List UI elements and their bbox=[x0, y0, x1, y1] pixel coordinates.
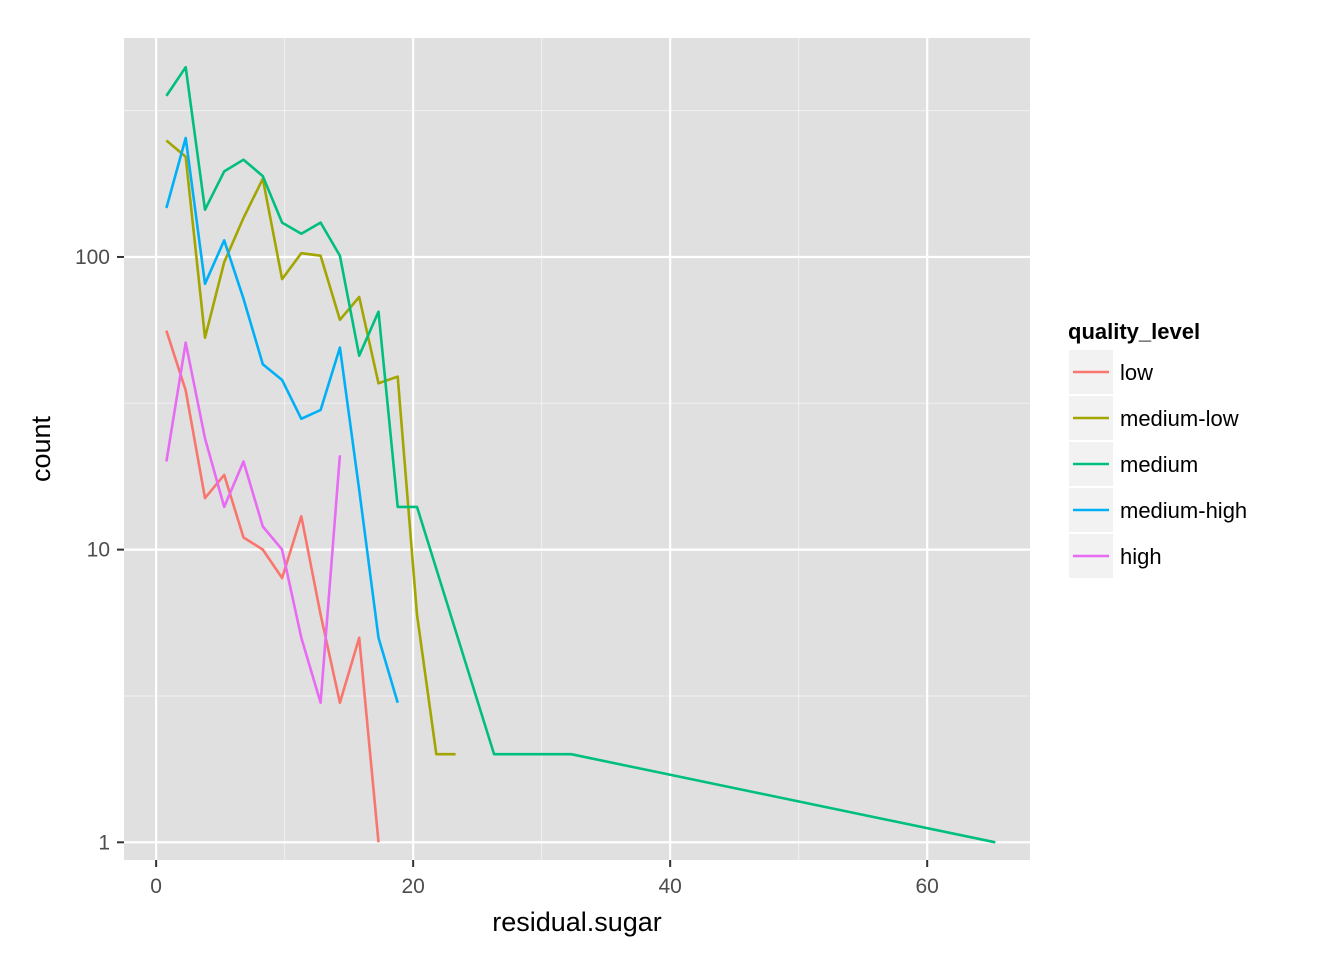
x-tick-label: 20 bbox=[401, 875, 424, 898]
series-line-high bbox=[165, 341, 342, 705]
x-axis-title: residual.sugar bbox=[492, 907, 662, 937]
x-axis: 0 20 40 60 bbox=[150, 860, 939, 898]
legend-label-medium-low: medium-low bbox=[1120, 406, 1239, 431]
y-tick-label: 100 bbox=[75, 246, 110, 269]
series-line-medium-low bbox=[165, 139, 456, 756]
minor-gridlines bbox=[124, 38, 1030, 860]
series-line-medium-high bbox=[165, 136, 399, 704]
y-tick-label: 1 bbox=[98, 831, 110, 854]
legend: quality_level low medium-low medium medium-… bbox=[1068, 319, 1247, 578]
major-gridlines bbox=[124, 38, 1030, 860]
y-tick-label: 10 bbox=[87, 539, 110, 562]
plot-panel bbox=[124, 38, 1030, 860]
legend-label-medium: medium bbox=[1120, 452, 1198, 477]
legend-label-low: low bbox=[1120, 360, 1153, 385]
legend-label-high: high bbox=[1120, 544, 1162, 569]
legend-label-medium-high: medium-high bbox=[1120, 498, 1247, 523]
y-axis: 1 10 100 bbox=[75, 246, 124, 854]
series-lines bbox=[165, 65, 996, 844]
x-tick-label: 0 bbox=[150, 875, 162, 898]
y-axis-title: count bbox=[26, 415, 56, 482]
legend-title: quality_level bbox=[1068, 319, 1200, 344]
series-line-medium bbox=[165, 65, 996, 844]
x-tick-label: 60 bbox=[916, 875, 939, 898]
x-tick-label: 40 bbox=[658, 875, 681, 898]
series-line-low bbox=[165, 330, 380, 843]
